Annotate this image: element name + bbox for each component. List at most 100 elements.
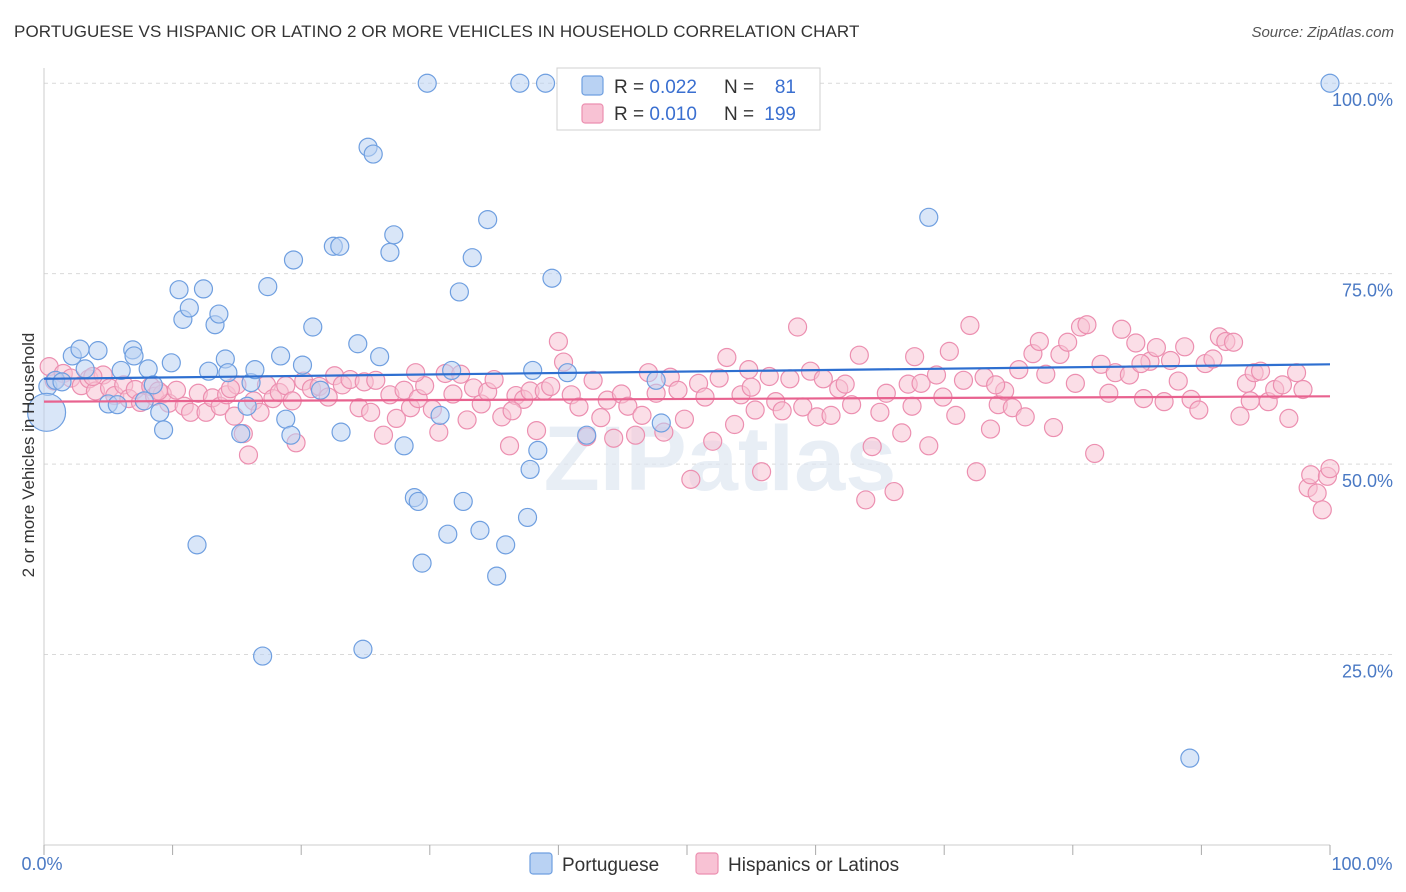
data-point-hispanic: [1126, 333, 1146, 353]
data-point-hispanic: [856, 490, 876, 510]
data-point-hispanic: [220, 379, 241, 399]
data-point-portuguese: [394, 436, 414, 456]
data-point-portuguese: [26, 392, 67, 432]
legend-r-value-hispanic: 0.010: [649, 104, 697, 125]
data-point-portuguese: [510, 73, 530, 93]
legend-r-value-portuguese: 0.022: [649, 77, 697, 98]
x-tick-label-end: 100.0%: [1331, 854, 1392, 874]
data-point-hispanic: [1099, 383, 1119, 403]
data-point-hispanic: [429, 422, 449, 442]
data-point-portuguese: [283, 250, 304, 270]
data-point-hispanic: [695, 387, 715, 407]
data-point-portuguese: [150, 402, 170, 422]
data-point-portuguese: [231, 424, 251, 444]
data-point-portuguese: [412, 553, 432, 573]
data-point-portuguese: [430, 405, 450, 425]
data-point-portuguese: [919, 207, 939, 227]
data-point-hispanic: [1307, 483, 1327, 503]
data-point-portuguese: [138, 359, 158, 379]
data-point-portuguese: [1320, 73, 1340, 93]
data-point-portuguese: [442, 360, 462, 381]
svg-text:N =: N =: [724, 77, 754, 98]
data-point-portuguese: [281, 425, 301, 445]
legend-r-label-portuguese: R =: [614, 77, 649, 98]
data-point-hispanic: [1293, 379, 1313, 400]
data-point-portuguese: [363, 144, 383, 164]
data-point-portuguese: [111, 360, 131, 381]
data-point-hispanic: [703, 431, 723, 451]
legend-n-value-hispanic: 199: [764, 104, 796, 125]
data-point-hispanic: [870, 402, 890, 422]
data-point-hispanic: [681, 469, 701, 489]
data-point-hispanic: [780, 369, 800, 389]
data-point-hispanic: [966, 462, 986, 482]
bottom-legend-swatch-portuguese: [529, 852, 553, 875]
data-point-hispanic: [960, 315, 980, 336]
y-tick-label: 25.0%: [1342, 662, 1393, 682]
data-point-portuguese: [124, 346, 144, 366]
chart-title: PORTUGUESE VS HISPANIC OR LATINO 2 OR MO…: [14, 22, 860, 41]
data-point-hispanic: [591, 408, 611, 428]
data-point-hispanic: [739, 360, 759, 380]
data-point-hispanic: [1146, 337, 1166, 358]
data-point-hispanic: [625, 425, 646, 445]
data-point-portuguese: [651, 413, 671, 433]
data-point-portuguese: [380, 242, 400, 262]
data-point-hispanic: [1091, 354, 1111, 374]
source-credit: Source: ZipAtlas.com: [1251, 24, 1394, 41]
data-point-hispanic: [953, 370, 974, 390]
data-point-portuguese: [253, 646, 273, 666]
data-point-hispanic: [1015, 407, 1035, 427]
data-point-hispanic: [668, 380, 688, 400]
data-point-portuguese: [523, 360, 543, 381]
data-point-hispanic: [905, 347, 925, 367]
data-point-portuguese: [517, 507, 538, 528]
data-point-portuguese: [453, 491, 473, 512]
bottom-legend-label-hispanic: Hispanics or Latinos: [728, 855, 899, 876]
data-point-hispanic: [759, 366, 779, 387]
data-point-portuguese: [478, 209, 498, 230]
data-point-hispanic: [583, 370, 603, 390]
data-point-hispanic: [526, 421, 547, 441]
data-point-portuguese: [470, 520, 490, 540]
data-point-hispanic: [842, 395, 862, 415]
data-point-hispanic: [166, 380, 187, 400]
data-point-hispanic: [926, 365, 947, 385]
data-point-portuguese: [271, 346, 291, 366]
data-point-hispanic: [484, 369, 504, 390]
data-point-portuguese: [245, 360, 265, 380]
trend-lines: [43, 363, 1331, 403]
data-point-hispanic: [892, 423, 912, 443]
data-point-hispanic: [224, 406, 244, 426]
data-point-portuguese: [528, 440, 548, 461]
legend-n-label-portuguese: N =: [724, 77, 754, 98]
data-point-hispanic: [709, 368, 729, 388]
data-point-portuguese: [542, 268, 562, 288]
data-point-hispanic: [1077, 315, 1097, 335]
data-point-portuguese: [153, 420, 174, 440]
legend-r-label-hispanic: R =: [614, 104, 649, 125]
data-point-hispanic: [1230, 406, 1250, 426]
data-point-hispanic: [632, 405, 652, 425]
data-point-portuguese: [70, 339, 90, 359]
data-point-hispanic: [1168, 371, 1188, 391]
axes: 100.0% 75.0% 50.0% 25.0% 0.0% 100.0%: [21, 68, 1393, 874]
data-points: [26, 73, 1340, 768]
data-point-hispanic: [745, 400, 765, 420]
legend-swatch-hispanic: [581, 103, 604, 124]
bottom-legend-label-portuguese: Portuguese: [562, 855, 659, 876]
data-point-portuguese: [1180, 748, 1200, 768]
data-point-hispanic: [1240, 391, 1260, 411]
data-point-hispanic: [1131, 353, 1151, 374]
data-point-hispanic: [1175, 337, 1195, 357]
data-point-hispanic: [787, 317, 808, 337]
data-point-portuguese: [258, 277, 278, 297]
y-tick-label: 50.0%: [1342, 471, 1393, 491]
data-point-hispanic: [717, 347, 737, 368]
data-point-hispanic: [813, 369, 833, 389]
data-point-portuguese: [310, 380, 331, 400]
data-point-portuguese: [52, 372, 72, 392]
data-point-hispanic: [1279, 408, 1299, 429]
data-point-hispanic: [884, 481, 904, 502]
